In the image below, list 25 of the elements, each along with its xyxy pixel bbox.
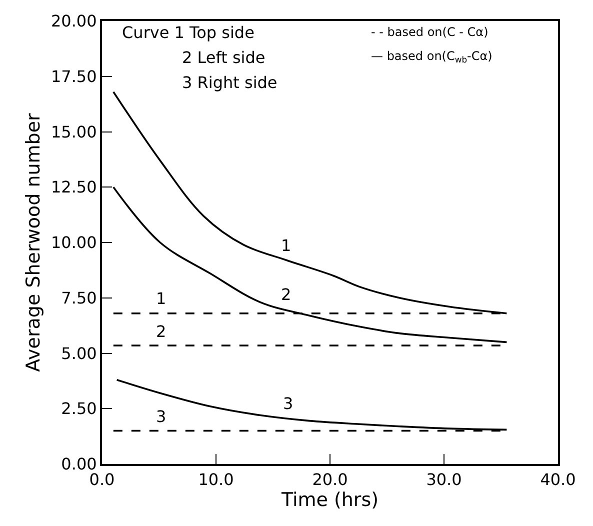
y-tick-label: 12.50 bbox=[50, 178, 97, 197]
series-label: 1 bbox=[156, 289, 166, 308]
y-tick-label: 2.50 bbox=[61, 399, 97, 418]
series-label: 2 bbox=[281, 285, 292, 304]
series-label: 2 bbox=[156, 322, 166, 341]
annotation: 3 Right side bbox=[182, 73, 278, 92]
y-tick-label: 10.00 bbox=[50, 233, 97, 252]
annotation: Curve 1 Top side bbox=[122, 23, 254, 42]
y-tick-label: 17.50 bbox=[50, 66, 97, 86]
y-tick-label: 15.00 bbox=[50, 122, 97, 142]
annotation: 2 Left side bbox=[182, 48, 266, 67]
y-tick-label: 5.00 bbox=[61, 344, 97, 363]
x-tick-label: 20.0 bbox=[312, 470, 348, 490]
x-axis-title: Time (hrs) bbox=[280, 489, 379, 512]
x-tick-label: 40.0 bbox=[540, 470, 576, 490]
series-label: 3 bbox=[283, 394, 294, 413]
series-label: 1 bbox=[281, 236, 292, 255]
x-tick-label: 10.0 bbox=[198, 470, 234, 490]
series-label: 3 bbox=[156, 407, 166, 426]
y-tick-label: 20.00 bbox=[50, 12, 97, 31]
annotation: — based on(C$_{wb}$-Cα) bbox=[371, 49, 492, 65]
annotation: - - based on(C - Cα) bbox=[371, 25, 488, 39]
y-axis-title: Average Sherwood number bbox=[22, 112, 44, 372]
x-tick-label: 30.0 bbox=[426, 470, 462, 490]
y-tick-label: 7.50 bbox=[61, 288, 97, 308]
